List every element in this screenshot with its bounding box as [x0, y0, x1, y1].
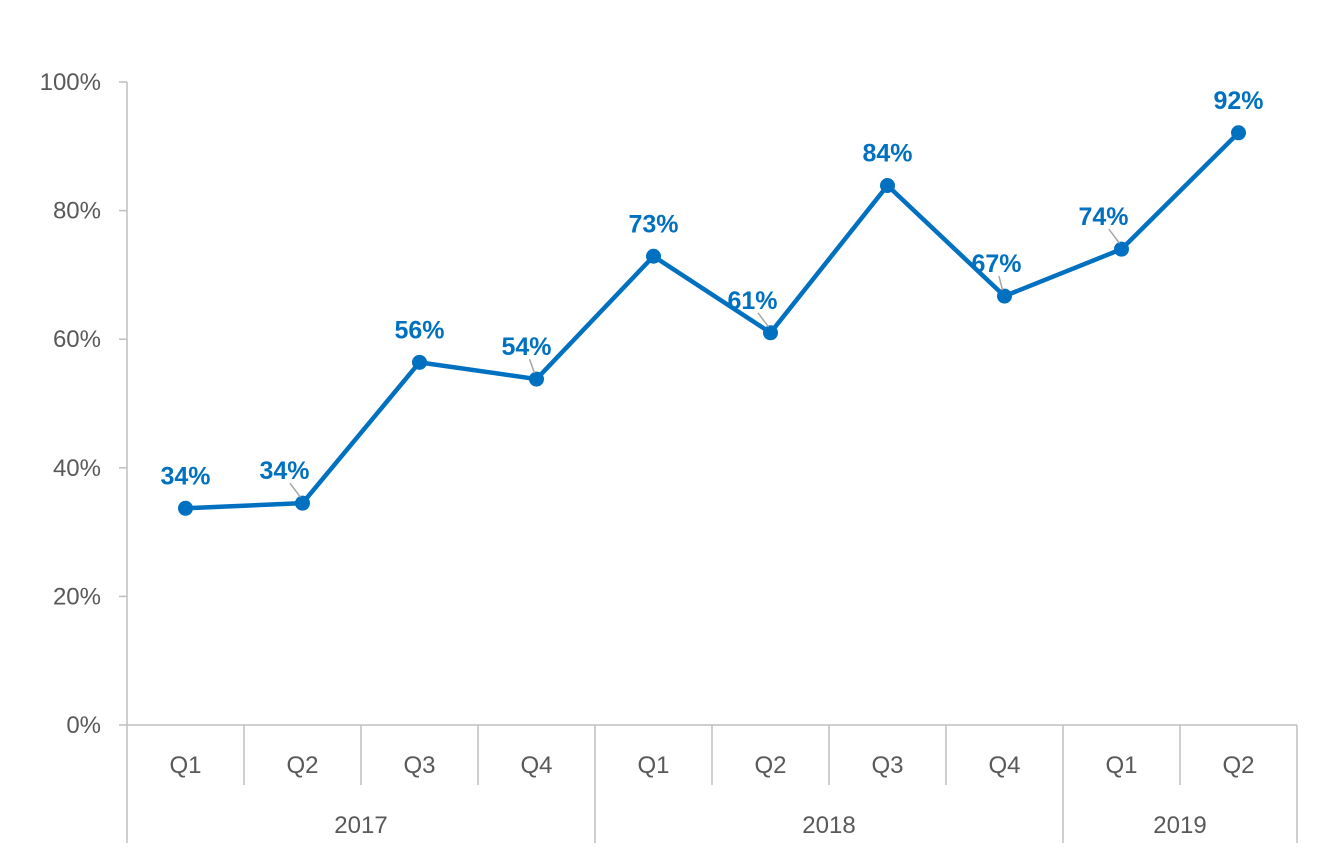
data-label: 84%	[862, 140, 912, 168]
x-category-label: Q3	[403, 752, 435, 779]
x-group-label: 2017	[334, 812, 387, 839]
data-point	[529, 371, 544, 387]
series-polyline	[185, 131, 1241, 511]
x-group-label: 2018	[802, 812, 855, 839]
data-point	[178, 500, 193, 516]
data-label-leader	[1108, 228, 1121, 244]
x-category-label: Q2	[286, 752, 318, 779]
data-point	[763, 325, 778, 341]
data-label: 34%	[160, 462, 210, 490]
x-category-label: Q4	[520, 752, 552, 779]
y-tick-label: 80%	[53, 198, 101, 225]
data-label: 54%	[501, 333, 551, 361]
data-label: 67%	[971, 250, 1021, 278]
data-point	[1231, 125, 1246, 141]
data-label: 74%	[1078, 203, 1128, 231]
data-point	[997, 288, 1012, 304]
x-category-label: Q4	[988, 752, 1020, 779]
y-axis: 0% 20% 40% 60% 80% 100%	[40, 69, 128, 739]
data-label: 92%	[1213, 87, 1263, 115]
data-label-leader	[289, 482, 302, 498]
data-label-leader	[757, 312, 770, 328]
x-category-label: Q1	[169, 752, 201, 779]
data-point	[646, 248, 661, 264]
data-point	[880, 178, 895, 194]
x-category-label: Q2	[1222, 752, 1254, 779]
data-point	[295, 495, 310, 511]
x-category-label: Q1	[637, 752, 669, 779]
x-category-label: Q1	[1105, 752, 1137, 779]
series-line	[178, 125, 1246, 516]
data-label: 34%	[259, 457, 309, 485]
y-tick-label: 100%	[40, 69, 101, 96]
y-tick-label: 0%	[66, 712, 101, 739]
x-category-label: Q3	[871, 752, 903, 779]
y-tick-label: 40%	[53, 455, 101, 482]
y-tick-label: 60%	[53, 326, 101, 353]
data-label: 56%	[394, 316, 444, 344]
data-label: 73%	[628, 210, 678, 238]
data-labels: 34% 34% 56% 54% 73% 61% 84% 67% 74% 92%	[160, 87, 1264, 498]
x-category-label: Q2	[754, 752, 786, 779]
x-axis: Q1 Q2 Q3 Q4 Q1 Q2 Q3 Q4 Q1 Q2 2017 2018 2019	[126, 724, 1298, 843]
x-group-label: 2019	[1153, 812, 1206, 839]
y-tick-label: 20%	[53, 583, 101, 610]
data-point	[412, 354, 427, 370]
data-label: 61%	[727, 287, 777, 315]
data-point	[1114, 241, 1129, 257]
data-label-leader	[998, 275, 1004, 291]
data-label-leader	[528, 358, 536, 374]
